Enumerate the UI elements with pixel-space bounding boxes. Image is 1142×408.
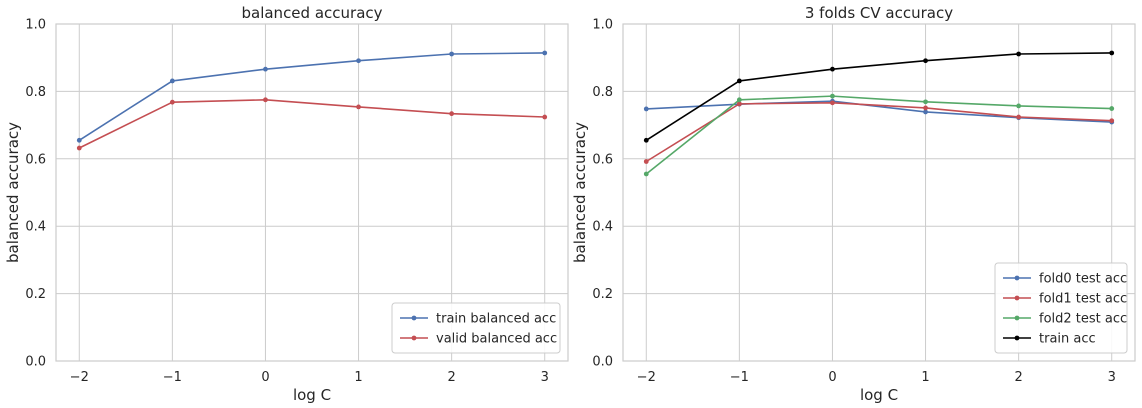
x-tick-label: 1 <box>354 370 362 385</box>
y-tick-label: 0.4 <box>25 220 46 235</box>
y-tick-label: 0.4 <box>592 220 613 235</box>
x-tick-label: 3 <box>1108 370 1116 385</box>
x-tick-label: 2 <box>1014 370 1022 385</box>
data-point <box>736 78 742 84</box>
data-point <box>643 106 649 112</box>
legend-entry: valid balanced acc <box>436 332 557 347</box>
x-tick-label: 2 <box>447 370 455 385</box>
series-line <box>645 102 1112 163</box>
y-tick-label: 0.2 <box>592 287 613 302</box>
data-point <box>449 111 455 117</box>
data-point <box>169 78 175 84</box>
series-0 <box>76 50 548 143</box>
data-point <box>263 66 268 72</box>
data-point <box>1109 106 1115 111</box>
y-axis-label: balanced accuracy <box>4 122 22 263</box>
data-point <box>542 50 548 56</box>
legend-swatch-marker <box>1014 335 1020 341</box>
y-tick-label: 0.6 <box>25 152 46 167</box>
x-tick-label: 1 <box>921 370 929 385</box>
legend-swatch-marker <box>411 315 417 321</box>
data-point <box>1016 51 1022 57</box>
legend-box <box>391 302 561 354</box>
data-point <box>736 97 742 103</box>
data-point <box>542 114 548 120</box>
data-point <box>76 137 82 143</box>
data-point <box>830 66 835 72</box>
chart-panel-0: 0.0 0.2 0.4 0.6 0.8 1.0 −2 −1 0 1 2 3 balanced accur… <box>4 4 569 404</box>
data-point <box>1016 114 1022 120</box>
data-point <box>643 171 649 177</box>
legend: fold0 test acc fold1 test acc fold2 test a… <box>994 262 1128 354</box>
legend-swatch-marker <box>1014 275 1020 281</box>
y-tick-label: 1.0 <box>25 18 46 33</box>
series-3 <box>643 50 1115 143</box>
legend-entry: fold0 test acc <box>1039 272 1127 287</box>
legend-entry: train acc <box>1039 332 1096 347</box>
y-tick-label: 0.2 <box>25 287 46 302</box>
data-point <box>356 104 361 110</box>
x-tick-label: −2 <box>637 370 656 385</box>
data-point <box>923 58 928 64</box>
y-tick-label: 0.0 <box>25 355 46 370</box>
data-point <box>1016 103 1022 109</box>
legend-entry: train balanced acc <box>436 312 556 327</box>
data-point <box>830 93 835 99</box>
legend-entry: fold1 test acc <box>1039 292 1127 307</box>
data-point <box>169 99 175 105</box>
data-point <box>923 99 928 105</box>
y-tick-label: 1.0 <box>592 18 613 33</box>
series-line <box>645 95 1112 175</box>
data-point <box>1109 50 1115 56</box>
x-tick-label: 3 <box>541 370 549 385</box>
series-line <box>78 99 545 149</box>
series-line <box>645 52 1112 141</box>
data-point <box>449 51 455 57</box>
plot-frame <box>55 23 569 362</box>
chart-title: 3 folds CV accuracy <box>805 4 953 22</box>
data-point <box>643 159 649 164</box>
data-point <box>263 97 268 103</box>
data-point <box>736 101 742 107</box>
series-1 <box>643 100 1115 164</box>
plot-frame <box>622 23 1136 362</box>
legend-swatch-marker <box>1014 295 1020 301</box>
legend-swatch-marker <box>411 335 417 341</box>
x-tick-label: 0 <box>828 370 836 385</box>
x-axis-label: log C <box>860 386 898 404</box>
data-point <box>356 58 361 64</box>
x-tick-label: −1 <box>163 370 182 385</box>
legend-swatch-marker <box>1014 315 1020 321</box>
chart-title: balanced accuracy <box>241 4 382 22</box>
y-tick-label: 0.0 <box>592 355 613 370</box>
series-line <box>78 52 545 141</box>
data-point <box>76 145 82 151</box>
x-tick-label: −1 <box>730 370 749 385</box>
y-tick-label: 0.6 <box>592 152 613 167</box>
x-tick-label: −2 <box>70 370 89 385</box>
data-point <box>923 105 928 111</box>
data-point <box>830 100 835 106</box>
series-1 <box>76 97 548 151</box>
data-point <box>923 109 928 115</box>
y-tick-label: 0.8 <box>25 85 46 100</box>
y-axis-label: balanced accuracy <box>571 122 589 263</box>
legend: train balanced acc valid balanced acc <box>391 302 561 354</box>
legend-box <box>994 262 1128 354</box>
x-axis-label: log C <box>293 386 331 404</box>
legend-entry: fold2 test acc <box>1039 312 1127 327</box>
series-2 <box>643 93 1115 177</box>
chart-panel-1: 0.0 0.2 0.4 0.6 0.8 1.0 −2 −1 0 1 2 3 3 folds CV acc… <box>571 4 1136 404</box>
data-point <box>643 137 649 143</box>
data-point <box>1109 118 1115 124</box>
x-tick-label: 0 <box>261 370 269 385</box>
y-tick-label: 0.8 <box>592 85 613 100</box>
